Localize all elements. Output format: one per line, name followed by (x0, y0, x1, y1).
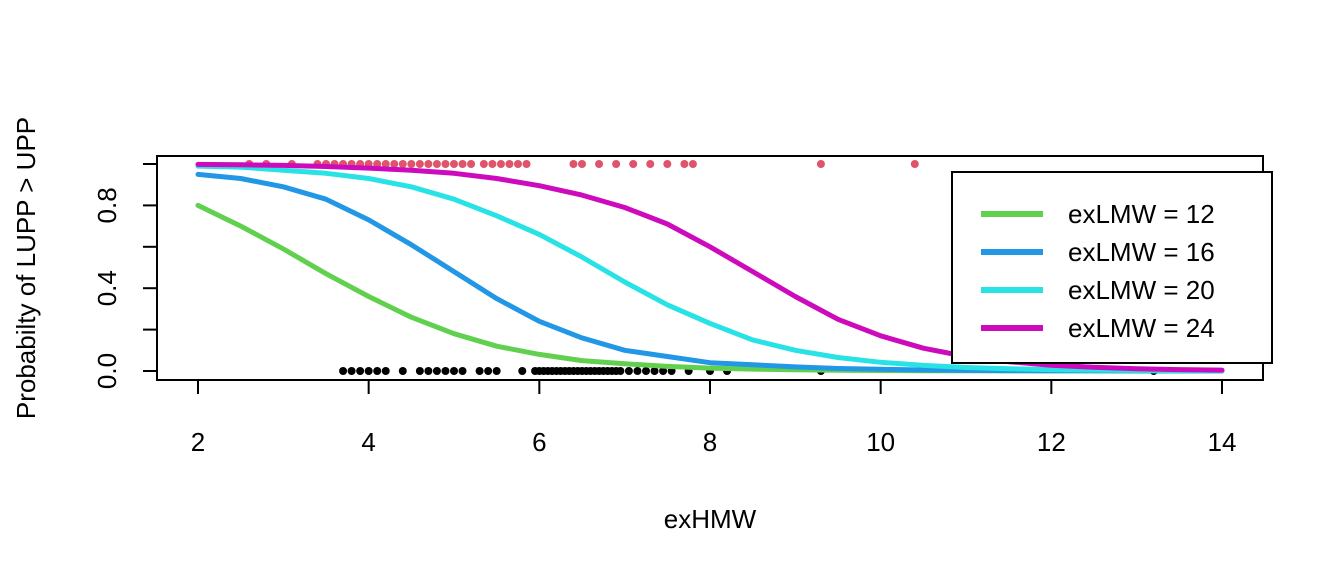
series-line (195, 163, 1225, 374)
data-point (816, 160, 825, 168)
legend-box (951, 171, 1273, 364)
data-point (595, 160, 604, 168)
data-point (578, 160, 586, 168)
y-tick-label: 0.4 (92, 270, 122, 306)
data-point (522, 160, 531, 168)
y-tick-label: 0.0 (92, 353, 122, 389)
data-point (646, 160, 655, 168)
data-point (612, 160, 621, 168)
data-point (441, 160, 450, 168)
data-point (467, 160, 476, 168)
x-axis-title: exHMW (664, 504, 757, 534)
data-point (432, 160, 441, 168)
series-lines (195, 161, 1225, 374)
data-point (633, 367, 642, 375)
data-point (424, 160, 433, 168)
data-point (484, 367, 493, 375)
data-point (650, 367, 659, 375)
data-point (398, 367, 407, 375)
data-points (245, 160, 1158, 375)
data-point (450, 160, 458, 168)
data-point (432, 367, 441, 375)
data-point (390, 160, 399, 168)
x-tick-label: 10 (866, 427, 895, 457)
x-tick-label: 6 (532, 427, 546, 457)
data-point (624, 367, 633, 375)
x-tick-label: 8 (703, 427, 717, 457)
data-point (505, 160, 514, 168)
x-tick-label: 12 (1037, 427, 1066, 457)
x-tick-label: 14 (1208, 427, 1237, 457)
legend-label: exLMW = 20 (1068, 275, 1215, 305)
data-point (659, 367, 668, 375)
data-point (488, 160, 497, 168)
data-point (450, 367, 458, 375)
data-point (688, 160, 697, 168)
data-point (629, 160, 638, 168)
legend-label: exLMW = 16 (1068, 237, 1215, 267)
data-point (458, 367, 467, 375)
data-point (424, 367, 433, 375)
data-point (381, 367, 390, 375)
data-point (373, 367, 382, 375)
y-axis-title: Probabilty of LUPP > UPP (11, 117, 41, 419)
legend-label: exLMW = 24 (1068, 313, 1215, 343)
series-line (195, 161, 1225, 373)
data-point (339, 367, 348, 375)
x-tick-label: 4 (361, 427, 375, 457)
legend-label: exLMW = 12 (1068, 199, 1215, 229)
data-point (479, 160, 488, 168)
data-point (381, 160, 390, 168)
data-point (458, 160, 467, 168)
data-point (569, 160, 578, 168)
data-point (364, 367, 373, 375)
data-point (910, 160, 919, 168)
data-point (441, 367, 450, 375)
data-point (407, 160, 416, 168)
data-point (415, 367, 424, 375)
legend: exLMW = 12 exLMW = 16 exLMW = 20 exLMW = 24 (951, 171, 1273, 364)
data-point (415, 160, 424, 168)
y-tick-label: 0.8 (92, 187, 122, 223)
data-point (680, 160, 689, 168)
data-point (642, 367, 650, 375)
data-point (663, 160, 672, 168)
data-point (475, 367, 484, 375)
data-point (514, 160, 522, 168)
data-point (398, 160, 407, 168)
data-point (616, 367, 625, 375)
data-point (492, 367, 501, 375)
data-point (518, 367, 527, 375)
data-point (496, 160, 505, 168)
x-tick-label: 2 (191, 427, 205, 457)
data-point (356, 367, 365, 375)
data-point (347, 367, 356, 375)
